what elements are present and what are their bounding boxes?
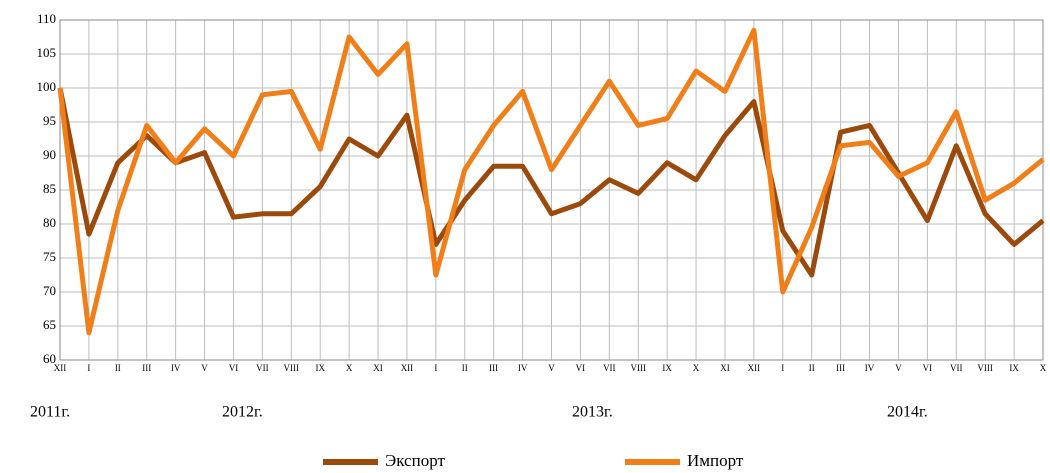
y-tick-label: 80 — [43, 215, 56, 230]
x-tick-label: VIII — [284, 363, 300, 373]
year-label: 2014г. — [887, 404, 928, 421]
x-tick-label: X — [1040, 363, 1047, 373]
x-tick-label: IX — [1009, 363, 1019, 373]
x-tick-label: XII — [401, 363, 414, 373]
y-tick-label: 85 — [43, 181, 56, 196]
x-tick-label: XII — [748, 363, 761, 373]
x-tick-label: IV — [171, 363, 181, 373]
x-tick-label: XII — [54, 363, 67, 373]
x-tick-label: X — [693, 363, 700, 373]
y-tick-label: 100 — [37, 79, 57, 94]
y-tick-label: 75 — [43, 249, 56, 264]
x-tick-label: VI — [923, 363, 933, 373]
series-line — [57, 27, 1045, 336]
y-tick-label: 90 — [43, 147, 56, 162]
x-tick-label: III — [142, 363, 151, 373]
y-tick-label: 95 — [43, 113, 56, 128]
legend-label: Импорт — [687, 451, 744, 470]
y-tick-label: 65 — [43, 317, 56, 332]
series-line — [57, 87, 1045, 278]
x-tick-label: I — [781, 363, 784, 373]
x-tick-label: V — [548, 363, 555, 373]
y-tick-label: 60 — [43, 351, 56, 366]
x-tick-label: VI — [576, 363, 586, 373]
x-tick-label: II — [115, 363, 121, 373]
x-tick-label: X — [346, 363, 353, 373]
x-tick-label: I — [87, 363, 90, 373]
year-label: 2011г. — [30, 404, 70, 421]
x-tick-label: XI — [720, 363, 730, 373]
plot-border — [59, 19, 1044, 361]
x-tick-label: VII — [950, 363, 963, 373]
legend-label: Экспорт — [385, 451, 445, 470]
x-tick-label: IX — [315, 363, 325, 373]
x-tick-label: VIII — [977, 363, 993, 373]
y-tick-label: 105 — [37, 45, 57, 60]
year-label: 2013г. — [572, 404, 613, 421]
y-tick-label: 70 — [43, 283, 56, 298]
x-tick-label: II — [462, 363, 468, 373]
x-tick-label: VII — [256, 363, 269, 373]
x-tick-label: V — [895, 363, 902, 373]
x-tick-label: IV — [865, 363, 875, 373]
y-tick-label: 110 — [37, 11, 56, 26]
year-label: 2012г. — [222, 404, 263, 421]
x-tick-label: I — [434, 363, 437, 373]
x-tick-label: VIII — [630, 363, 646, 373]
x-tick-label: III — [489, 363, 498, 373]
x-tick-label: XI — [373, 363, 383, 373]
x-tick-label: III — [836, 363, 845, 373]
x-tick-label: VI — [229, 363, 239, 373]
x-tick-label: IX — [662, 363, 672, 373]
x-tick-label: VII — [603, 363, 616, 373]
x-tick-label: II — [809, 363, 815, 373]
x-tick-label: IV — [518, 363, 528, 373]
x-tick-label: V — [201, 363, 208, 373]
